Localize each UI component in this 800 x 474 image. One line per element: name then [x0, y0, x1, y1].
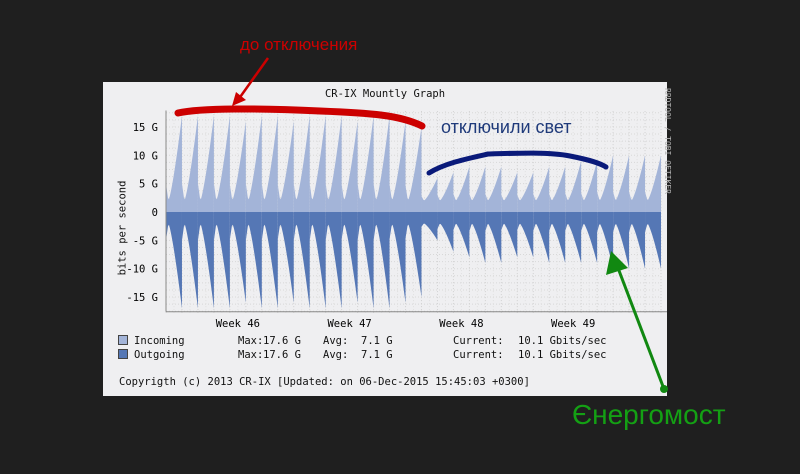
outgoing-day-area [213, 212, 230, 309]
rrdtool-credit: RRDTOOL / TOBI OETIKER [663, 88, 672, 194]
legend-outgoing: Outgoing [118, 349, 185, 361]
legend-name: Outgoing [134, 349, 185, 361]
incoming-swatch [118, 335, 128, 345]
outgoing-day-area [229, 212, 246, 303]
outgoing-day-area [517, 212, 534, 258]
incoming-day-area [261, 115, 278, 212]
incoming-day-area [517, 172, 534, 212]
plot-area: 15 G 10 G 5 G 0 -5 G -10 G -15 G Week 46 Week 47… [126, 110, 667, 330]
outgoing-day-area [197, 212, 214, 309]
incoming-day-area [293, 115, 310, 212]
x-tick-label: Week 48 [439, 318, 483, 330]
incoming-day-area [533, 166, 550, 212]
current-value: 10.1 Gbits/sec [518, 335, 607, 347]
max-label: Max: [238, 349, 264, 361]
chart-title: CR-IX Mountly Graph [324, 88, 446, 100]
incoming-day-area [469, 166, 486, 212]
incoming-day-area [245, 115, 262, 212]
outgoing-day-area [421, 212, 438, 241]
incoming-day-area [597, 155, 614, 212]
outgoing-day-area [437, 212, 454, 252]
incoming-day-area [341, 121, 358, 212]
x-tick-label: Week 46 [216, 318, 260, 330]
outgoing-day-area [501, 212, 518, 258]
legend-incoming: Incoming [118, 335, 185, 347]
incoming-day-area [213, 115, 230, 212]
graph-panel: CR-IX Mountly Graph bits per second RRDT… [103, 82, 672, 396]
incoming-day-area [581, 160, 598, 212]
y-tick-label: 10 G [133, 150, 158, 162]
incoming-day-area [405, 126, 422, 212]
outgoing-day-area [277, 212, 294, 303]
outgoing-day-area [485, 212, 502, 264]
annotation-energobridge: Єнергомост [572, 399, 726, 430]
incoming-day-area [181, 115, 198, 212]
y-tick-label: 0 [152, 207, 158, 219]
outgoing-day-area [453, 212, 470, 258]
avg-value: 7.1 G [361, 335, 393, 347]
outgoing-day-area [405, 212, 422, 298]
outgoing-day-area [565, 212, 582, 264]
outgoing-day-area [597, 212, 614, 269]
incoming-day-area [565, 160, 582, 212]
incoming-day-area [453, 166, 470, 212]
incoming-day-area [197, 115, 214, 212]
annotation-outage: отключили свет [441, 117, 572, 137]
incoming-day-area [357, 115, 374, 212]
outgoing-day-area [325, 212, 342, 309]
incoming-day-area [501, 172, 518, 212]
outgoing-day-area [181, 212, 198, 309]
max-label: Max: [238, 335, 264, 347]
outgoing-day-area [469, 212, 486, 264]
outgoing-day-area [293, 212, 310, 309]
outgoing-day-area [166, 212, 182, 309]
outgoing-day-area [309, 212, 326, 309]
y-tick-label: -15 G [126, 292, 158, 304]
incoming-day-area [629, 155, 646, 212]
outgoing-day-area [373, 212, 390, 309]
legend-name: Incoming [134, 335, 185, 347]
y-tick-label: -10 G [126, 264, 158, 276]
outgoing-day-area [341, 212, 358, 303]
outgoing-day-area [645, 212, 661, 269]
incoming-day-area [485, 166, 502, 212]
incoming-day-area [277, 121, 294, 212]
avg-label: Avg: [323, 335, 349, 347]
outgoing-day-area [629, 212, 646, 269]
annotation-before-outage: до отключения [240, 35, 358, 54]
incoming-day-area [309, 115, 326, 212]
avg-label: Avg: [323, 349, 349, 361]
outgoing-day-area [389, 212, 406, 303]
incoming-day-area [229, 121, 246, 212]
incoming-day-area [166, 115, 182, 212]
incoming-day-area [389, 121, 406, 212]
y-tick-label: -5 G [133, 235, 158, 247]
incoming-day-area [437, 172, 454, 212]
incoming-day-area [645, 155, 661, 212]
current-value: 10.1 Gbits/sec [518, 349, 607, 361]
y-tick-label: 15 G [133, 122, 158, 134]
current-label: Current: [453, 335, 504, 347]
incoming-day-area [613, 155, 630, 212]
incoming-day-area [325, 115, 342, 212]
incoming-day-area [549, 166, 566, 212]
x-tick-label: Week 47 [327, 318, 371, 330]
outgoing-swatch [118, 349, 128, 359]
outgoing-day-area [357, 212, 374, 309]
footer: Copyrigth (c) 2013 CR-IX [Updated: on 06… [119, 376, 530, 388]
outgoing-day-area [613, 212, 630, 269]
max-value: 17.6 G [263, 335, 301, 347]
outgoing-day-area [549, 212, 566, 264]
incoming-day-area [421, 177, 438, 212]
outgoing-day-area [581, 212, 598, 264]
y-tick-label: 5 G [139, 179, 158, 191]
max-value: 17.6 G [263, 349, 301, 361]
outgoing-day-area [261, 212, 278, 309]
current-label: Current: [453, 349, 504, 361]
incoming-day-area [373, 115, 390, 212]
outgoing-day-area [245, 212, 262, 309]
outgoing-day-area [533, 212, 550, 264]
x-tick-label: Week 49 [551, 318, 595, 330]
avg-value: 7.1 G [361, 349, 393, 361]
